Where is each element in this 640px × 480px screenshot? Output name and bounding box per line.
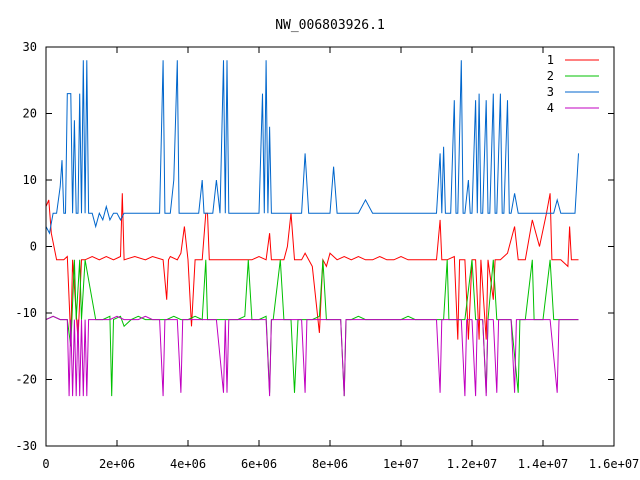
chart-title: NW_006803926.1 <box>275 18 385 33</box>
x-tick-label: 1.6e+07 <box>589 457 640 471</box>
x-tick-label: 8e+06 <box>312 457 348 471</box>
x-tick-label: 0 <box>42 457 49 471</box>
y-tick-label: 0 <box>30 240 37 254</box>
x-tick-label: 1e+07 <box>383 457 419 471</box>
tick-layer: 0 2e+06 4e+06 6e+06 8e+06 1e+07 1.2e+07 1.4e+07… <box>15 40 639 471</box>
legend: 1 2 3 4 <box>547 53 599 115</box>
y-tick-label: 10 <box>23 173 37 187</box>
x-tick-label: 1.4e+07 <box>518 457 569 471</box>
legend-label-3: 3 <box>547 85 554 99</box>
y-tick-label: 20 <box>23 107 37 121</box>
y-tick-label: 30 <box>23 40 37 54</box>
series-layer <box>45 60 579 397</box>
x-tick-label: 1.2e+07 <box>447 457 498 471</box>
legend-label-1: 1 <box>547 53 554 67</box>
legend-label-4: 4 <box>547 101 554 115</box>
x-tick-label: 6e+06 <box>241 457 277 471</box>
series-3-line <box>45 60 579 235</box>
y-tick-label: -20 <box>15 373 37 387</box>
series-1-line <box>45 193 579 340</box>
y-tick-label: -30 <box>15 439 37 453</box>
series-4-line <box>45 315 579 397</box>
plot-frame <box>45 46 615 447</box>
legend-label-2: 2 <box>547 69 554 83</box>
x-tick-label: 4e+06 <box>170 457 206 471</box>
x-tick-label: 2e+06 <box>99 457 135 471</box>
y-tick-label: -10 <box>15 306 37 320</box>
